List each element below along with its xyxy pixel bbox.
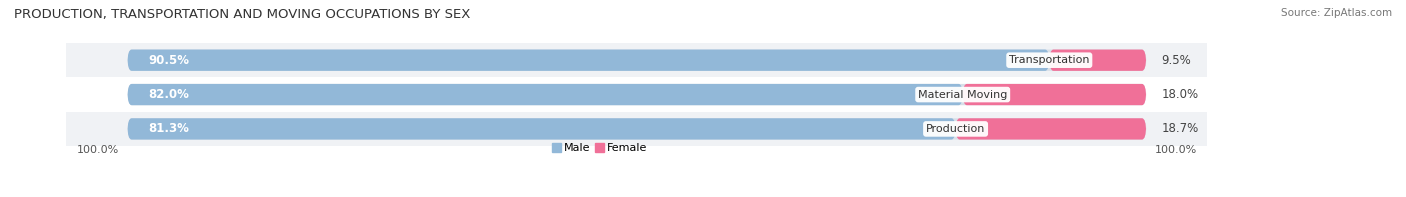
Text: PRODUCTION, TRANSPORTATION AND MOVING OCCUPATIONS BY SEX: PRODUCTION, TRANSPORTATION AND MOVING OC… (14, 8, 471, 21)
Text: 100.0%: 100.0% (1154, 145, 1197, 155)
FancyBboxPatch shape (963, 84, 1146, 105)
Text: Source: ZipAtlas.com: Source: ZipAtlas.com (1281, 8, 1392, 18)
Text: 90.5%: 90.5% (148, 54, 188, 67)
Text: 81.3%: 81.3% (148, 122, 188, 135)
FancyBboxPatch shape (66, 77, 1208, 112)
FancyBboxPatch shape (1049, 50, 1146, 71)
Text: 9.5%: 9.5% (1161, 54, 1191, 67)
Text: Production: Production (927, 124, 986, 134)
FancyBboxPatch shape (128, 50, 1146, 71)
FancyBboxPatch shape (128, 84, 963, 105)
Text: Material Moving: Material Moving (918, 90, 1008, 99)
FancyBboxPatch shape (128, 118, 956, 139)
Legend: Male, Female: Male, Female (547, 138, 652, 158)
FancyBboxPatch shape (128, 84, 1146, 105)
FancyBboxPatch shape (66, 43, 1208, 77)
Text: 100.0%: 100.0% (76, 145, 120, 155)
Text: 18.7%: 18.7% (1161, 122, 1198, 135)
FancyBboxPatch shape (128, 118, 1146, 139)
FancyBboxPatch shape (956, 118, 1146, 139)
Text: 82.0%: 82.0% (148, 88, 188, 101)
Text: Transportation: Transportation (1010, 55, 1090, 65)
FancyBboxPatch shape (66, 112, 1208, 146)
Text: 18.0%: 18.0% (1161, 88, 1198, 101)
FancyBboxPatch shape (128, 50, 1049, 71)
